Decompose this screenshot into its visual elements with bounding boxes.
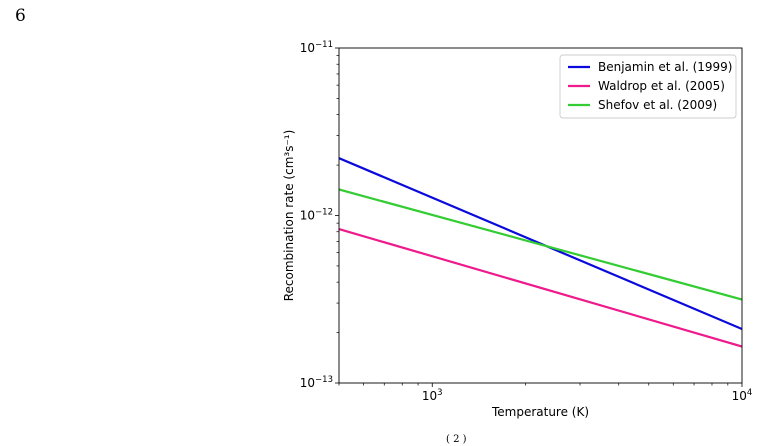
legend-label-0: Benjamin et al. (1999) xyxy=(598,60,732,74)
legend: Benjamin et al. (1999) Waldrop et al. (20… xyxy=(559,54,737,119)
y-tick-label: 10−13 xyxy=(300,375,333,390)
major-ticks xyxy=(335,47,743,387)
footer-fragment: ( 2 ) xyxy=(446,434,467,445)
x-tick-label: 104 xyxy=(732,388,753,403)
tick-labels: 103 104 10−11 10−12 10−13 xyxy=(300,40,753,403)
series-lines xyxy=(339,157,742,348)
series-line-2 xyxy=(339,188,742,301)
legend-label-2: Shefov et al. (2009) xyxy=(598,98,717,112)
y-tick-label: 10−11 xyxy=(300,40,333,55)
page-number: 6 xyxy=(15,6,26,26)
x-axis-label: Temperature (K) xyxy=(491,405,589,419)
y-axis-label: Recombination rate (cm³s⁻¹) xyxy=(282,130,296,302)
legend-label-1: Waldrop et al. (2005) xyxy=(598,79,725,93)
x-tick-label: 103 xyxy=(422,388,443,403)
legend-box xyxy=(559,54,737,119)
y-tick-label: 10−12 xyxy=(300,208,333,223)
series-line-1 xyxy=(339,227,742,348)
